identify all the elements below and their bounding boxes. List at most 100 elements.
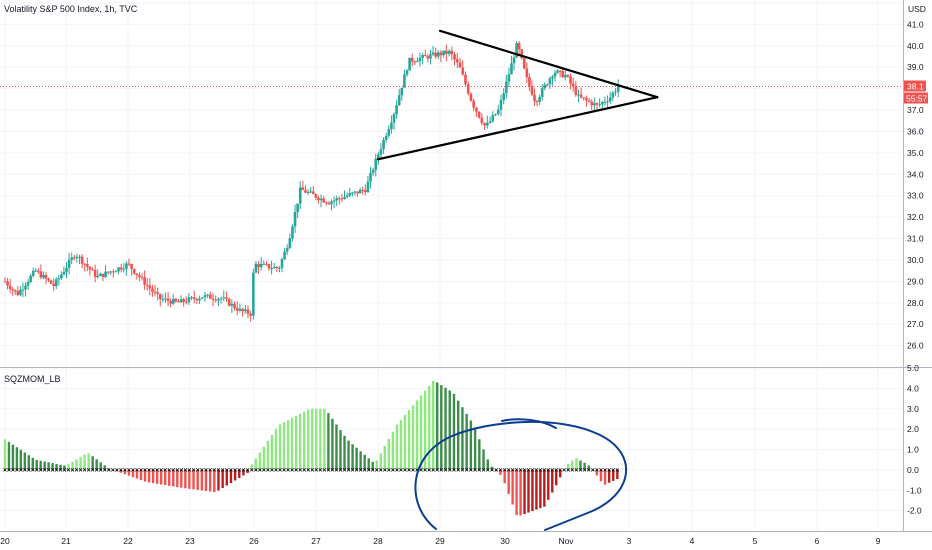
candle-body <box>548 78 552 85</box>
candle-body <box>192 297 196 299</box>
momentum-bar <box>250 464 253 470</box>
candle-body <box>408 57 411 71</box>
squeeze-marker <box>123 468 127 472</box>
candle-body <box>332 200 336 202</box>
momentum-bar <box>555 469 558 486</box>
squeeze-marker <box>518 468 523 472</box>
momentum-bar <box>395 424 399 470</box>
squeeze-marker <box>139 468 143 472</box>
squeeze-marker <box>163 468 167 472</box>
candle-body <box>317 197 320 201</box>
candle-body <box>16 291 20 295</box>
momentum-bar <box>19 449 23 470</box>
candle-body <box>140 277 144 279</box>
indicator-tick-label: -1.0 <box>907 485 922 495</box>
candle-body <box>119 267 123 270</box>
squeeze-marker <box>78 468 83 472</box>
squeeze-marker <box>473 468 477 472</box>
squeeze-marker <box>262 468 266 472</box>
candle-body <box>203 295 207 298</box>
momentum-bar <box>359 451 362 470</box>
price-tick-label: 36.0 <box>907 126 924 136</box>
squeeze-marker <box>30 468 35 472</box>
momentum-bar <box>567 463 570 470</box>
squeeze-marker <box>550 468 555 472</box>
momentum-bar <box>75 459 78 470</box>
time-tick-label: 9 <box>876 536 881 546</box>
squeeze-marker <box>294 468 298 472</box>
candle-body <box>361 189 365 191</box>
candle-body <box>37 270 40 272</box>
ellipse-stroke[interactable] <box>414 420 628 531</box>
squeeze-marker <box>171 468 176 472</box>
momentum-bar <box>515 469 518 516</box>
momentum-bar <box>543 469 546 507</box>
candle-body <box>3 281 7 283</box>
candle-body <box>364 190 367 193</box>
candle-body <box>249 313 252 316</box>
candle-body <box>600 102 604 105</box>
squeeze-marker <box>23 468 27 472</box>
squeeze-marker <box>526 468 531 472</box>
last-price-badge: 38.1 <box>904 80 926 92</box>
candle-body <box>608 97 612 102</box>
momentum-bar <box>423 390 427 470</box>
candle-body <box>174 298 178 302</box>
momentum-bar <box>461 407 464 470</box>
squeeze-marker <box>306 468 311 472</box>
triangle-upper-line[interactable] <box>438 29 659 99</box>
candle-body <box>343 196 346 199</box>
squeeze-marker <box>452 468 456 472</box>
momentum-bar <box>147 469 151 483</box>
candle-body <box>145 284 149 286</box>
candle-body <box>533 94 536 102</box>
triangle-lower-line[interactable] <box>376 96 659 161</box>
candle-body <box>75 256 79 258</box>
momentum-bar <box>303 411 306 470</box>
momentum-bar <box>246 469 249 473</box>
indicator-axis[interactable]: -2.0 -1.0 0.0 1.0 2.0 3.0 4.0 5.0 <box>907 363 922 516</box>
momentum-bar <box>221 469 224 489</box>
squeeze-marker <box>477 468 482 472</box>
candle-body <box>469 93 473 101</box>
candle-body <box>288 238 292 249</box>
squeeze-marker <box>74 468 79 472</box>
momentum-bar <box>307 409 310 470</box>
momentum-bar <box>490 466 494 470</box>
candle-body <box>574 86 578 95</box>
candle-body <box>135 273 139 276</box>
candle-body <box>330 201 333 205</box>
squeeze-marker <box>494 468 499 472</box>
squeeze-marker <box>119 468 123 472</box>
candle-body <box>26 282 30 286</box>
squeeze-marker <box>167 468 172 472</box>
squeeze-marker <box>70 468 75 472</box>
candle-body <box>429 54 432 59</box>
time-tick-label: 23 <box>185 536 195 546</box>
squeeze-marker <box>38 468 43 472</box>
candle-body <box>217 298 220 301</box>
candle-body <box>348 193 352 196</box>
ellipse-stroke-top[interactable] <box>501 418 557 429</box>
time-tick-label: 6 <box>815 536 820 546</box>
momentum-bar <box>347 440 350 470</box>
time-tick-label: 5 <box>753 536 758 546</box>
candle-body <box>496 109 500 115</box>
time-axis[interactable]: 20 21 22 23 26 27 28 29 30 Nov 3 4 5 6 9 <box>0 536 880 546</box>
candle-body <box>114 271 118 273</box>
indicator-tick-label: 2.0 <box>907 424 919 434</box>
time-tick-label: 29 <box>435 536 445 546</box>
candle-body <box>477 111 481 118</box>
momentum-bar <box>176 469 179 488</box>
candle-body <box>351 192 354 194</box>
momentum-bar <box>440 385 443 470</box>
momentum-bar <box>107 468 110 470</box>
bar-countdown: 55:57 <box>906 94 928 104</box>
price-axis[interactable]: 26.0 27.0 28.0 29.0 30.0 31.0 32.0 33.0 34.0 35.0… <box>907 19 924 350</box>
candle-body <box>283 251 286 260</box>
squeeze-marker <box>111 468 115 472</box>
candle-body <box>517 43 521 50</box>
candle-body <box>450 50 454 55</box>
squeeze-marker <box>302 468 307 472</box>
